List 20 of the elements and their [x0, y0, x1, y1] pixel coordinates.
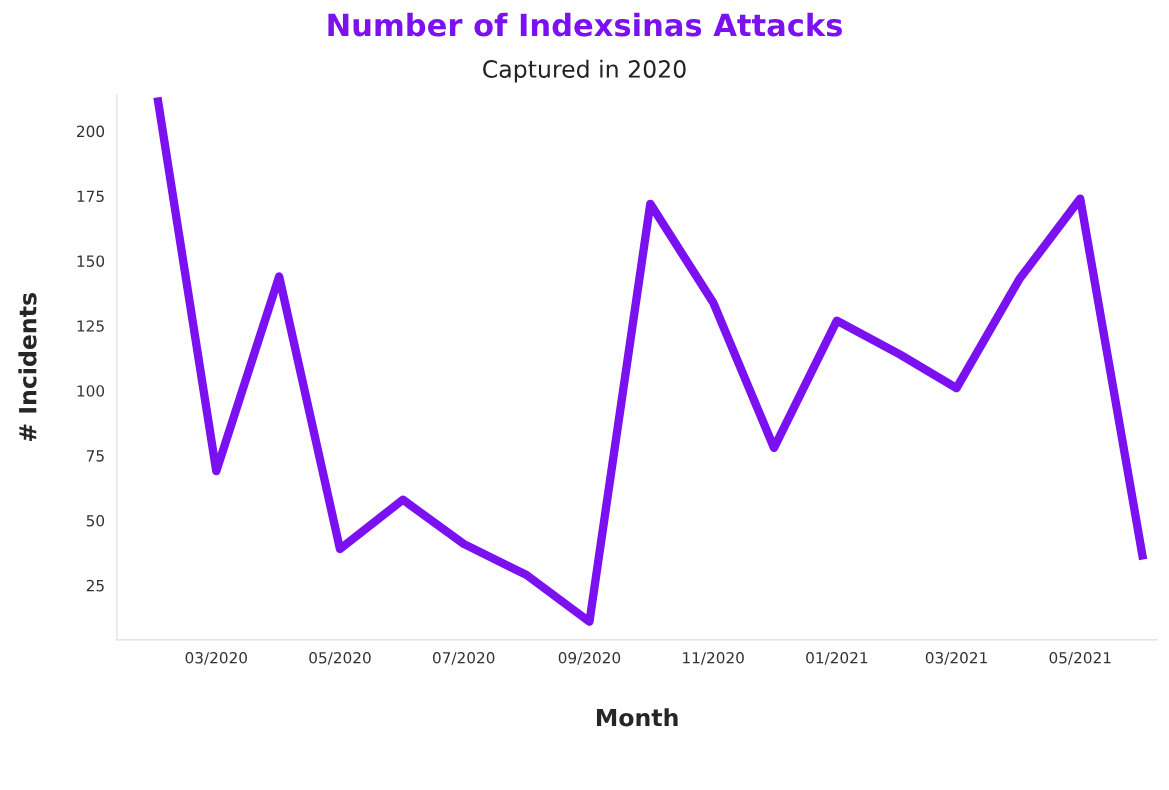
y-tick-label: 100	[77, 385, 105, 397]
y-tick-label: 175	[77, 190, 104, 203]
x-tick-label: 03/2021	[925, 651, 987, 665]
y-axis-title: # Incidents	[18, 293, 37, 442]
y-tick-label: 150	[77, 255, 105, 267]
x-tick-label: 11/2020	[683, 651, 744, 665]
chart-subtitle: Captured in 2020	[483, 59, 686, 83]
y-tick-label: 50	[86, 514, 105, 527]
chart-title: Number of Indexsinas Attacks	[328, 12, 842, 37]
y-tick-label: 200	[77, 125, 105, 138]
x-tick-label: 05/2021	[1049, 651, 1111, 665]
x-axis-title: Month	[596, 708, 678, 727]
x-tick-label: 05/2020	[309, 651, 371, 665]
x-tick-label: 01/2021	[806, 651, 868, 665]
y-tick-label: 125	[77, 320, 104, 332]
y-tick-label: 25	[86, 579, 104, 592]
y-tick-label: 75	[86, 450, 104, 462]
x-tick-label: 07/2020	[432, 651, 495, 665]
x-tick-label: 03/2020	[185, 651, 247, 665]
x-tick-label: 09/2020	[558, 651, 621, 665]
